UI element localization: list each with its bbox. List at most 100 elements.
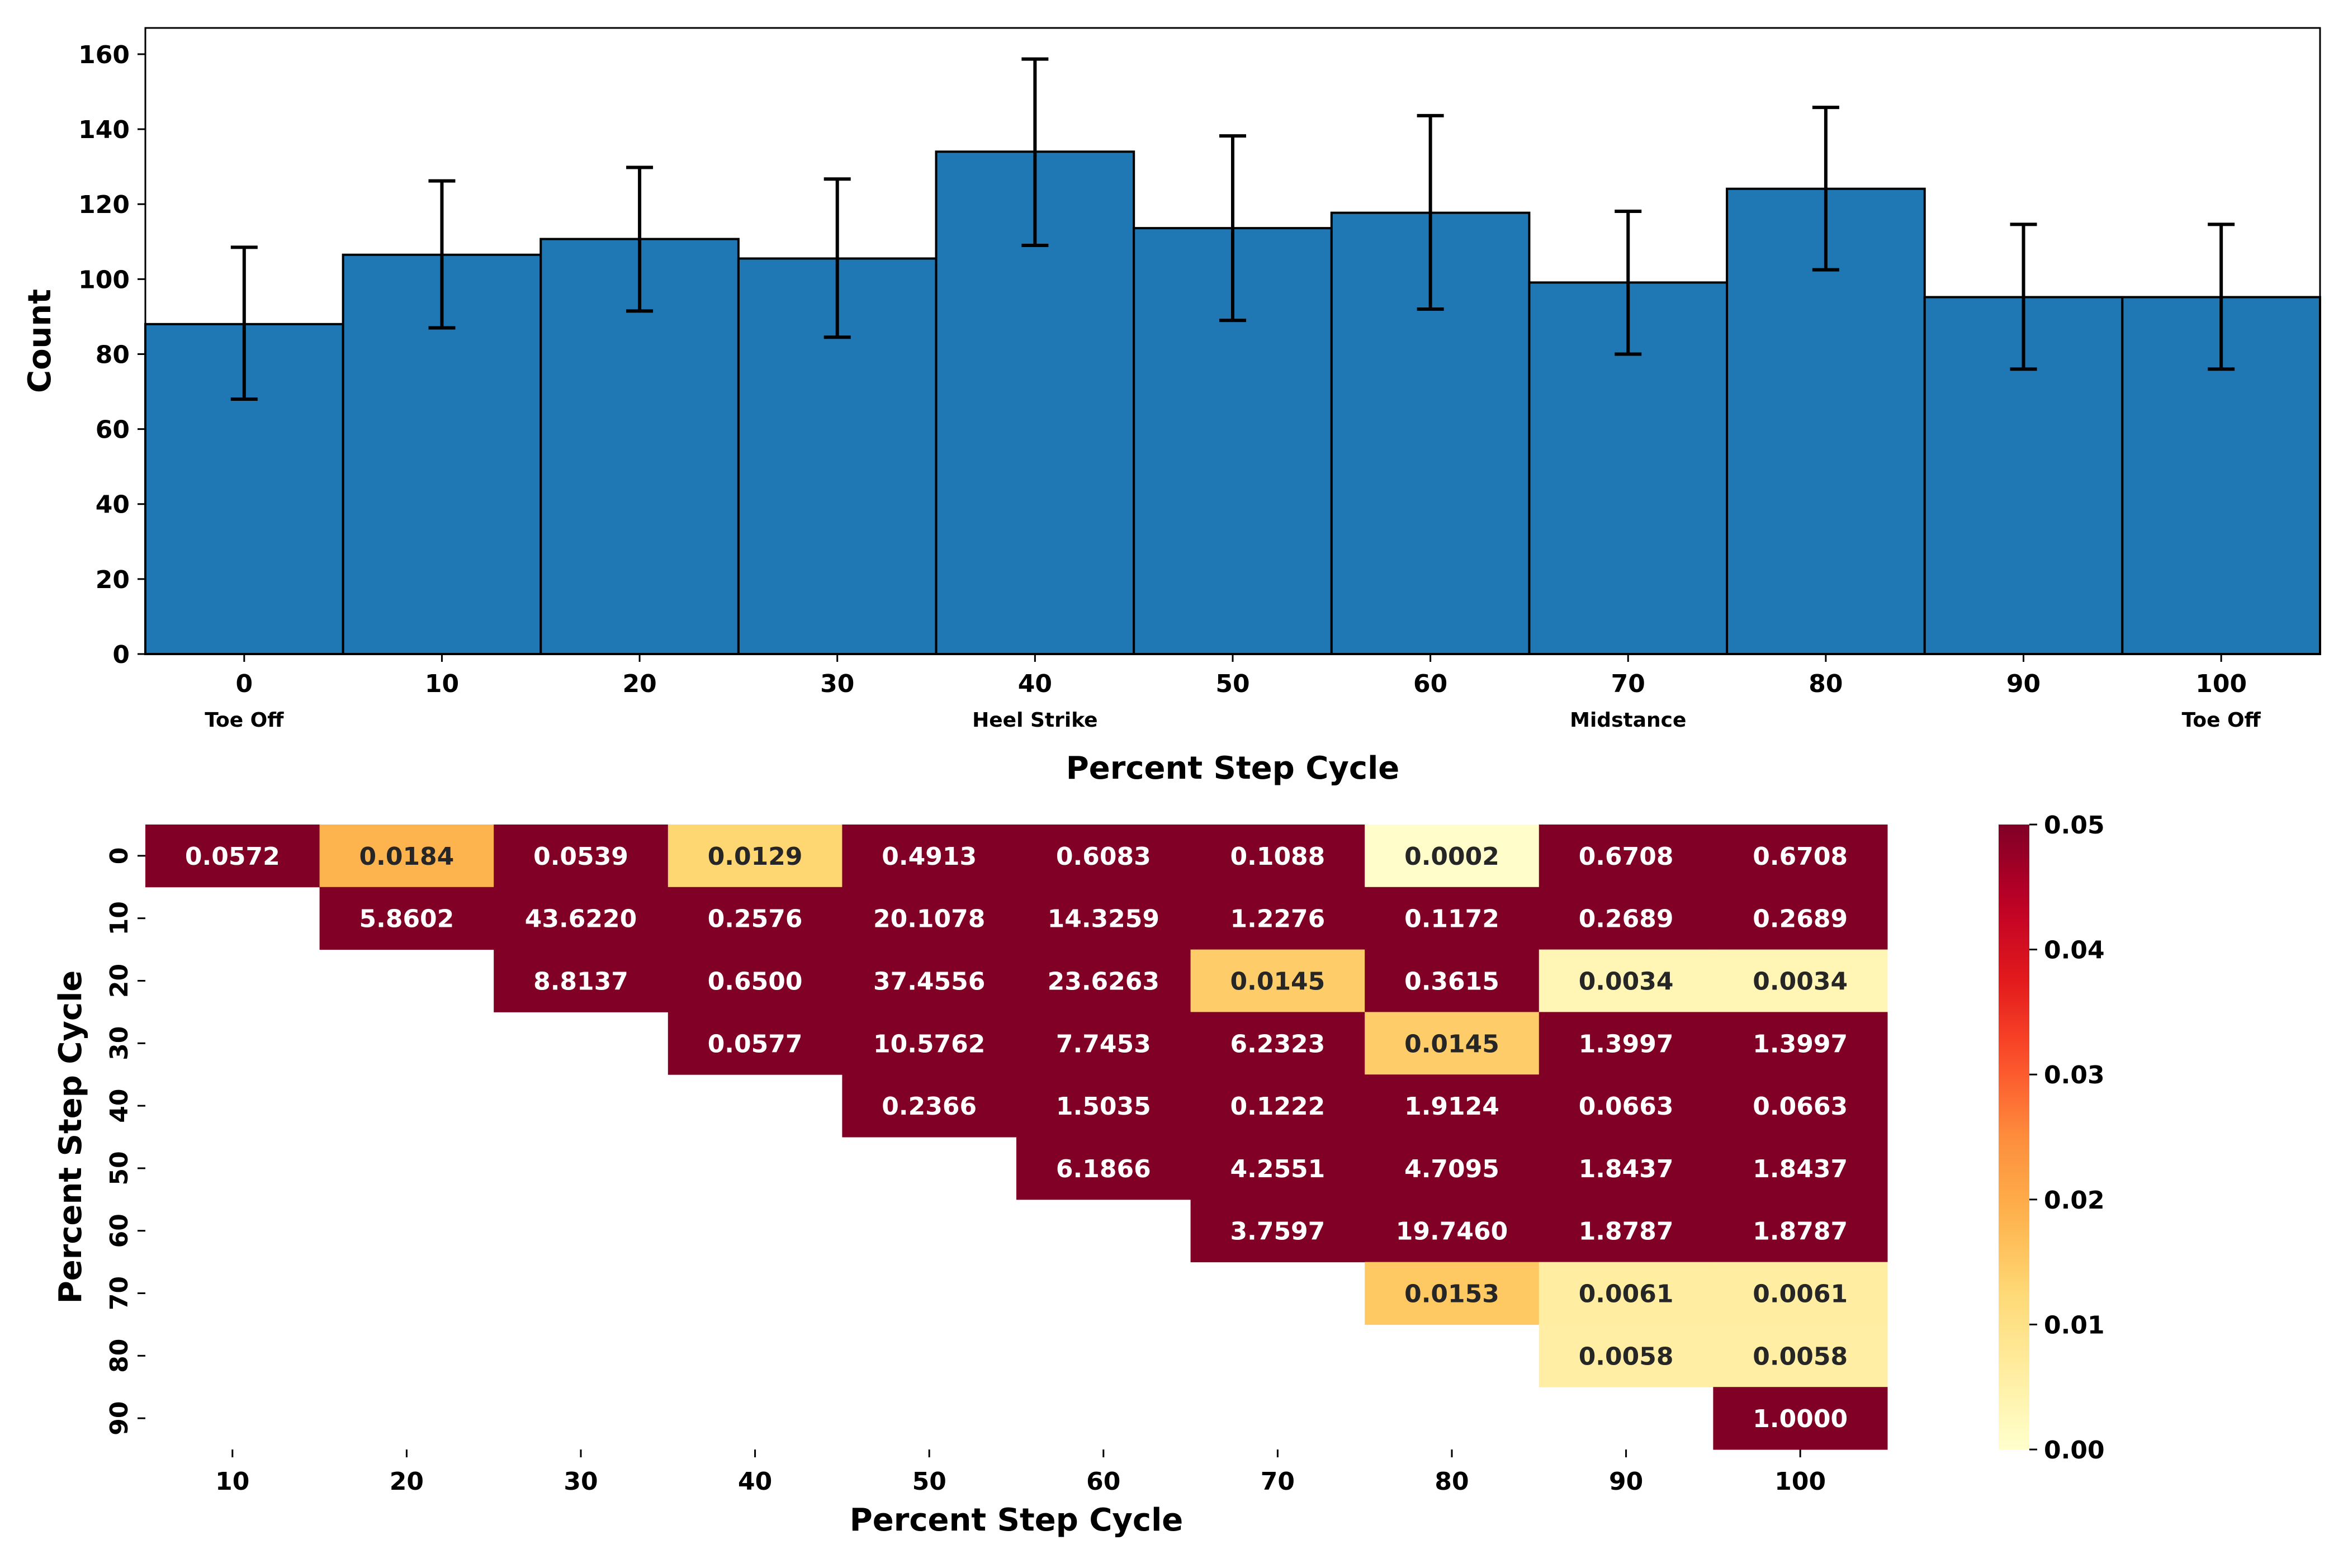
phase-label: Heel Strike bbox=[972, 709, 1097, 732]
heatmap-cell-value: 0.0539 bbox=[533, 842, 628, 871]
heatmap-cell-value: 0.0061 bbox=[1579, 1280, 1674, 1309]
heatmap-cell bbox=[1016, 949, 1191, 1012]
heatmap-x-tick-label: 50 bbox=[912, 1467, 946, 1496]
heatmap-cell bbox=[1538, 949, 1713, 1012]
colorbar: 0.00 0.01 0.02 0.03 0.04 0.05 bbox=[1999, 811, 2105, 1465]
heatmap-cell-value: 0.1088 bbox=[1230, 842, 1326, 871]
heatmap-cell-value: 0.0663 bbox=[1579, 1092, 1674, 1121]
heatmap-cell-value: 3.7597 bbox=[1230, 1218, 1326, 1246]
heatmap-cell bbox=[1713, 949, 1888, 1012]
heatmap-y-tick-label: 50 bbox=[105, 1151, 134, 1185]
heatmap-cell bbox=[319, 825, 494, 888]
heatmap-cell bbox=[1538, 1074, 1713, 1138]
heatmap-cell-value: 6.2323 bbox=[1230, 1030, 1326, 1058]
heatmap-cell-value: 4.2551 bbox=[1230, 1155, 1326, 1183]
heatmap-cell-value: 0.0034 bbox=[1753, 968, 1848, 996]
y-tick-label: 100 bbox=[78, 266, 130, 294]
heatmap-cell bbox=[1713, 887, 1888, 950]
heatmap-cell bbox=[1365, 1012, 1540, 1075]
heatmap-cell-value: 0.0129 bbox=[708, 842, 803, 871]
heatmap-cell-value: 0.2689 bbox=[1753, 905, 1848, 934]
heatmap-cell-value: 0.0034 bbox=[1579, 968, 1674, 996]
heatmap-cell bbox=[1713, 1387, 1888, 1450]
colorbar-tick-label: 0.01 bbox=[2044, 1311, 2105, 1339]
heatmap-y-tick-label: 80 bbox=[105, 1339, 134, 1373]
heatmap-cell bbox=[1713, 1199, 1888, 1263]
x-tick-label: 20 bbox=[622, 670, 656, 698]
y-tick-label: 120 bbox=[78, 191, 130, 219]
heatmap-cell-value: 8.8137 bbox=[533, 968, 628, 996]
heatmap-cell bbox=[1190, 825, 1365, 888]
x-tick-label: 40 bbox=[1018, 670, 1052, 698]
heatmap-cell-value: 0.1172 bbox=[1404, 905, 1499, 934]
heatmap-cell-value: 0.4913 bbox=[882, 842, 977, 871]
colorbar-tick-label: 0.03 bbox=[2044, 1061, 2105, 1089]
heatmap-cell-value: 1.3997 bbox=[1579, 1030, 1674, 1058]
heatmap-cell-value: 0.0002 bbox=[1404, 842, 1499, 871]
heatmap-cell bbox=[1365, 949, 1540, 1012]
heatmap-cell-value: 0.1222 bbox=[1230, 1092, 1326, 1121]
heatmap-cell bbox=[842, 949, 1017, 1012]
y-tick-label: 80 bbox=[96, 340, 130, 369]
heatmap-cell-value: 0.0058 bbox=[1579, 1342, 1674, 1371]
heatmap-cell bbox=[842, 887, 1017, 950]
heatmap-cell bbox=[668, 949, 842, 1012]
heatmap-cell bbox=[1190, 1199, 1365, 1263]
heatmap-y-tick-label: 30 bbox=[105, 1026, 134, 1060]
heatmap-cell bbox=[1713, 1324, 1888, 1387]
heatmap-cell-value: 1.8787 bbox=[1753, 1218, 1848, 1246]
heatmap-cell bbox=[1538, 1137, 1713, 1200]
heatmap-cell-value: 0.6083 bbox=[1056, 842, 1151, 871]
heatmap-cell-value: 14.3259 bbox=[1048, 905, 1159, 934]
heatmap-cell bbox=[1190, 1074, 1365, 1138]
y-tick-label: 160 bbox=[78, 41, 130, 69]
heatmap-x-tick-label: 20 bbox=[390, 1467, 424, 1496]
heatmap-cell-value: 43.6220 bbox=[525, 905, 637, 934]
heatmap-y-tick-label: 20 bbox=[105, 964, 134, 998]
heatmap-cell-value: 1.8787 bbox=[1579, 1218, 1674, 1246]
heatmap-cell-value: 0.0061 bbox=[1753, 1280, 1848, 1309]
heatmap-cell-value: 1.3997 bbox=[1753, 1030, 1848, 1058]
heatmap-y-tick-label: 90 bbox=[105, 1401, 134, 1435]
heatmap-cell-value: 0.0145 bbox=[1404, 1030, 1499, 1058]
heatmap-cell bbox=[842, 825, 1017, 888]
heatmap-cell-value: 0.6500 bbox=[708, 968, 803, 996]
bar-x-axis-label: Percent Step Cycle bbox=[1066, 750, 1400, 787]
heatmap-cell bbox=[842, 1074, 1017, 1138]
heatmap-cell bbox=[319, 887, 494, 950]
phase-label: Toe Off bbox=[2182, 709, 2261, 732]
heatmap-cell-value: 5.8602 bbox=[359, 905, 455, 934]
bar-chart: 0 20 40 60 80 100 120 140 160 0 10 20 30 40 50 60 70 80 90… bbox=[22, 27, 2321, 787]
heatmap: 0.0572 0.0184 0.0539 0.0129 0.4913 0.6083 0.10… bbox=[53, 825, 1888, 1538]
heatmap-cell-value: 0.0153 bbox=[1404, 1280, 1499, 1309]
heatmap-cell bbox=[1190, 949, 1365, 1012]
heatmap-x-tick-label: 90 bbox=[1609, 1467, 1643, 1496]
y-tick-label: 60 bbox=[96, 416, 130, 444]
heatmap-cell bbox=[1016, 1137, 1191, 1200]
heatmap-cell-value: 23.6263 bbox=[1048, 968, 1159, 996]
colorbar-tick-label: 0.00 bbox=[2044, 1436, 2105, 1465]
heatmap-cell bbox=[1538, 1012, 1713, 1075]
heatmap-y-tick-label: 0 bbox=[105, 847, 134, 865]
heatmap-cell-value: 0.6708 bbox=[1579, 842, 1674, 871]
heatmap-cell-value: 1.8437 bbox=[1753, 1155, 1848, 1183]
heatmap-cell bbox=[668, 825, 842, 888]
heatmap-cell bbox=[1713, 1137, 1888, 1200]
x-tick-label: 10 bbox=[425, 670, 459, 698]
heatmap-cell bbox=[1538, 887, 1713, 950]
heatmap-cell-value: 1.0000 bbox=[1753, 1405, 1848, 1433]
heatmap-cell bbox=[1190, 887, 1365, 950]
heatmap-cell bbox=[1016, 1074, 1191, 1138]
heatmap-cell bbox=[1190, 1137, 1365, 1200]
heatmap-cell-value: 0.0058 bbox=[1753, 1342, 1848, 1371]
heatmap-cell-value: 19.7460 bbox=[1396, 1218, 1508, 1246]
y-tick-label: 140 bbox=[78, 116, 130, 144]
heatmap-cell-value: 0.2366 bbox=[882, 1092, 977, 1121]
bar-y-axis-label: Count bbox=[22, 289, 58, 393]
heatmap-cell bbox=[1016, 825, 1191, 888]
heatmap-cell bbox=[668, 887, 842, 950]
x-tick-label: 60 bbox=[1413, 670, 1447, 698]
heatmap-x-tick-label: 60 bbox=[1086, 1467, 1120, 1496]
heatmap-cell bbox=[1538, 1199, 1713, 1263]
